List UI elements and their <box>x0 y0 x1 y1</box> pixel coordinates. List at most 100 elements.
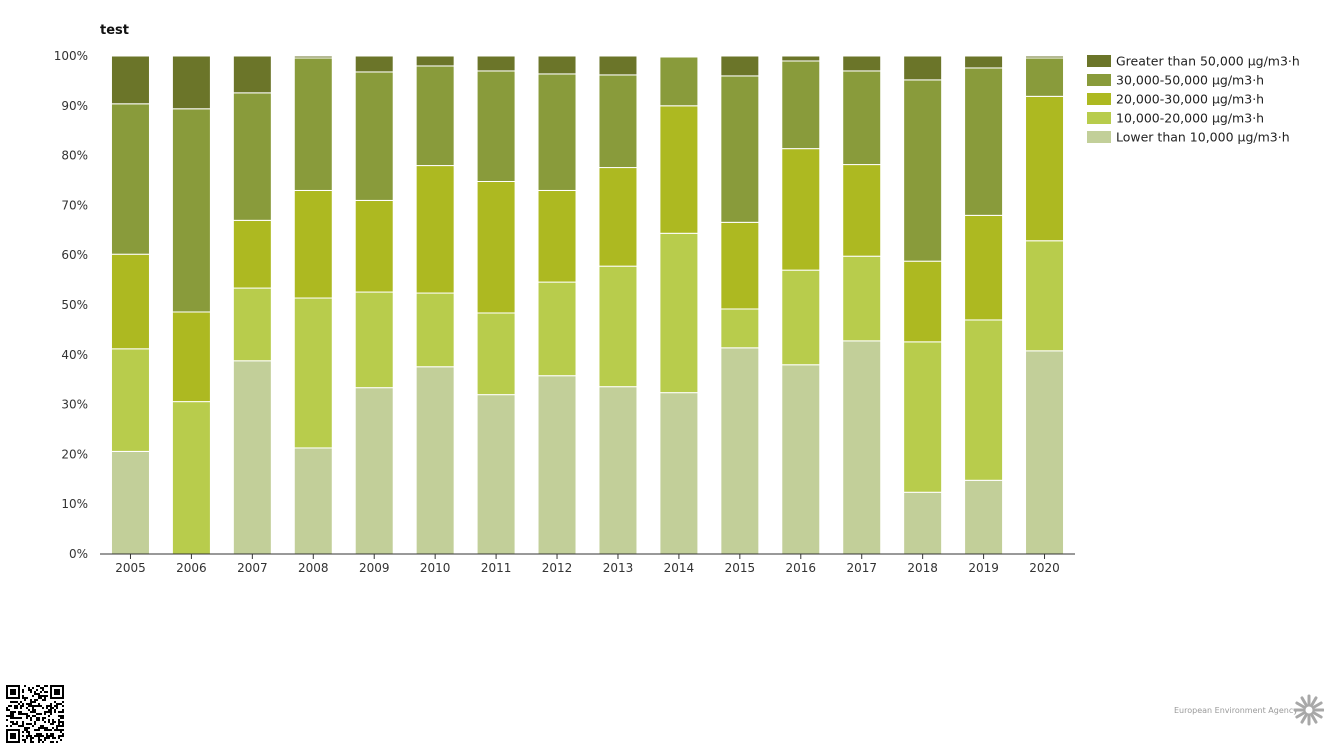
x-tick-label: 2017 <box>846 561 877 575</box>
bar-segment[interactable] <box>964 319 1004 481</box>
bar-segment[interactable] <box>171 55 211 110</box>
bar-segment[interactable] <box>1025 55 1065 59</box>
bar-segment[interactable] <box>110 253 150 350</box>
bar-segment[interactable] <box>964 55 1004 69</box>
bar-segment[interactable] <box>415 366 455 555</box>
bar-segment[interactable] <box>476 55 516 72</box>
legend-item[interactable]: Greater than 50,000 µg/m3·h <box>1087 54 1300 69</box>
bar-segment[interactable] <box>903 260 943 343</box>
y-tick-label: 30% <box>61 398 88 412</box>
bar-segment[interactable] <box>903 491 943 555</box>
bar-segment[interactable] <box>171 401 211 555</box>
bar-segment[interactable] <box>964 214 1004 321</box>
bar-segment[interactable] <box>354 71 394 201</box>
bar-segment[interactable] <box>354 387 394 555</box>
legend-label: 20,000-30,000 µg/m3·h <box>1116 92 1264 107</box>
bar-segment[interactable] <box>842 340 882 555</box>
bar-segment[interactable] <box>415 292 455 368</box>
bar-segment[interactable] <box>415 65 455 167</box>
bar-segment[interactable] <box>293 57 333 191</box>
legend-label: 10,000-20,000 µg/m3·h <box>1116 111 1264 126</box>
bar-segment[interactable] <box>476 394 516 555</box>
bar-segment[interactable] <box>598 386 638 555</box>
bar-segment[interactable] <box>476 312 516 396</box>
chart-title: test <box>100 23 129 38</box>
bar-segment[interactable] <box>903 341 943 493</box>
bar-segment[interactable] <box>659 56 699 107</box>
bar-segment[interactable] <box>110 55 150 105</box>
bar-segment[interactable] <box>842 255 882 342</box>
bar-segment[interactable] <box>1025 95 1065 242</box>
bar-segment[interactable] <box>659 55 699 58</box>
bar-segment[interactable] <box>110 450 150 555</box>
eea-logo: European Environment Agency <box>1174 694 1324 726</box>
bar-segment[interactable] <box>110 348 150 452</box>
legend-label: 30,000-50,000 µg/m3·h <box>1116 73 1264 88</box>
bar-segment[interactable] <box>781 269 821 366</box>
bar-segment[interactable] <box>720 221 760 310</box>
bar-segment[interactable] <box>720 347 760 555</box>
bar-segment[interactable] <box>354 291 394 389</box>
bar-segment[interactable] <box>232 55 272 94</box>
bar-segment[interactable] <box>415 165 455 294</box>
bar-segment[interactable] <box>598 265 638 388</box>
bar-segment[interactable] <box>842 164 882 257</box>
bar-segment[interactable] <box>232 219 272 289</box>
legend-item[interactable]: 30,000-50,000 µg/m3·h <box>1087 73 1264 88</box>
legend-swatch <box>1087 112 1111 124</box>
bar-segment[interactable] <box>415 55 455 67</box>
bars-layer <box>110 55 1065 555</box>
x-tick-label: 2016 <box>786 561 817 575</box>
bar-segment[interactable] <box>781 364 821 555</box>
bar-segment[interactable] <box>781 55 821 62</box>
bar-segment[interactable] <box>720 308 760 349</box>
legend-item[interactable]: Lower than 10,000 µg/m3·h <box>1087 130 1290 145</box>
bar-segment[interactable] <box>232 287 272 362</box>
bar-segment[interactable] <box>171 311 211 403</box>
bar-segment[interactable] <box>537 281 577 377</box>
bar-segment[interactable] <box>537 375 577 555</box>
bar-segment[interactable] <box>293 55 333 59</box>
bar-segment[interactable] <box>293 189 333 299</box>
bar-segment[interactable] <box>781 148 821 271</box>
bar-segment[interactable] <box>232 360 272 555</box>
bar-segment[interactable] <box>659 232 699 394</box>
bar-segment[interactable] <box>781 60 821 150</box>
bar-segment[interactable] <box>476 181 516 314</box>
bar-segment[interactable] <box>964 67 1004 216</box>
bar-segment[interactable] <box>720 55 760 77</box>
legend-item[interactable]: 20,000-30,000 µg/m3·h <box>1087 92 1264 107</box>
y-tick-label: 80% <box>61 149 88 163</box>
bar-segment[interactable] <box>1025 240 1065 352</box>
bar-segment[interactable] <box>659 392 699 555</box>
bar-segment[interactable] <box>537 55 577 75</box>
legend-item[interactable]: 10,000-20,000 µg/m3·h <box>1087 111 1264 126</box>
bar-segment[interactable] <box>598 55 638 76</box>
x-tick-label: 2011 <box>481 561 512 575</box>
y-tick-label: 100% <box>54 49 88 63</box>
bar-segment[interactable] <box>110 103 150 255</box>
bar-segment[interactable] <box>659 105 699 234</box>
bar-segment[interactable] <box>598 167 638 267</box>
x-tick-label: 2013 <box>603 561 634 575</box>
bar-segment[interactable] <box>964 479 1004 555</box>
bar-segment[interactable] <box>598 74 638 169</box>
bar-segment[interactable] <box>537 73 577 191</box>
bar-segment[interactable] <box>354 199 394 293</box>
bar-segment[interactable] <box>537 189 577 283</box>
bar-segment[interactable] <box>232 92 272 221</box>
bar-segment[interactable] <box>476 70 516 182</box>
bar-segment[interactable] <box>842 55 882 72</box>
bar-segment[interactable] <box>293 447 333 555</box>
bar-segment[interactable] <box>1025 350 1065 555</box>
bar-segment[interactable] <box>720 75 760 223</box>
bar-segment[interactable] <box>1025 57 1065 97</box>
bar-segment[interactable] <box>171 108 211 313</box>
bar-segment[interactable] <box>903 55 943 81</box>
bar-segment[interactable] <box>903 79 943 262</box>
bar-segment[interactable] <box>842 70 882 166</box>
y-axis: 0% 10% 20% 30% 40% 50% 60% 70% 80% 90% 100% <box>54 49 88 561</box>
bar-segment[interactable] <box>354 55 394 73</box>
bar-segment[interactable] <box>293 297 333 449</box>
